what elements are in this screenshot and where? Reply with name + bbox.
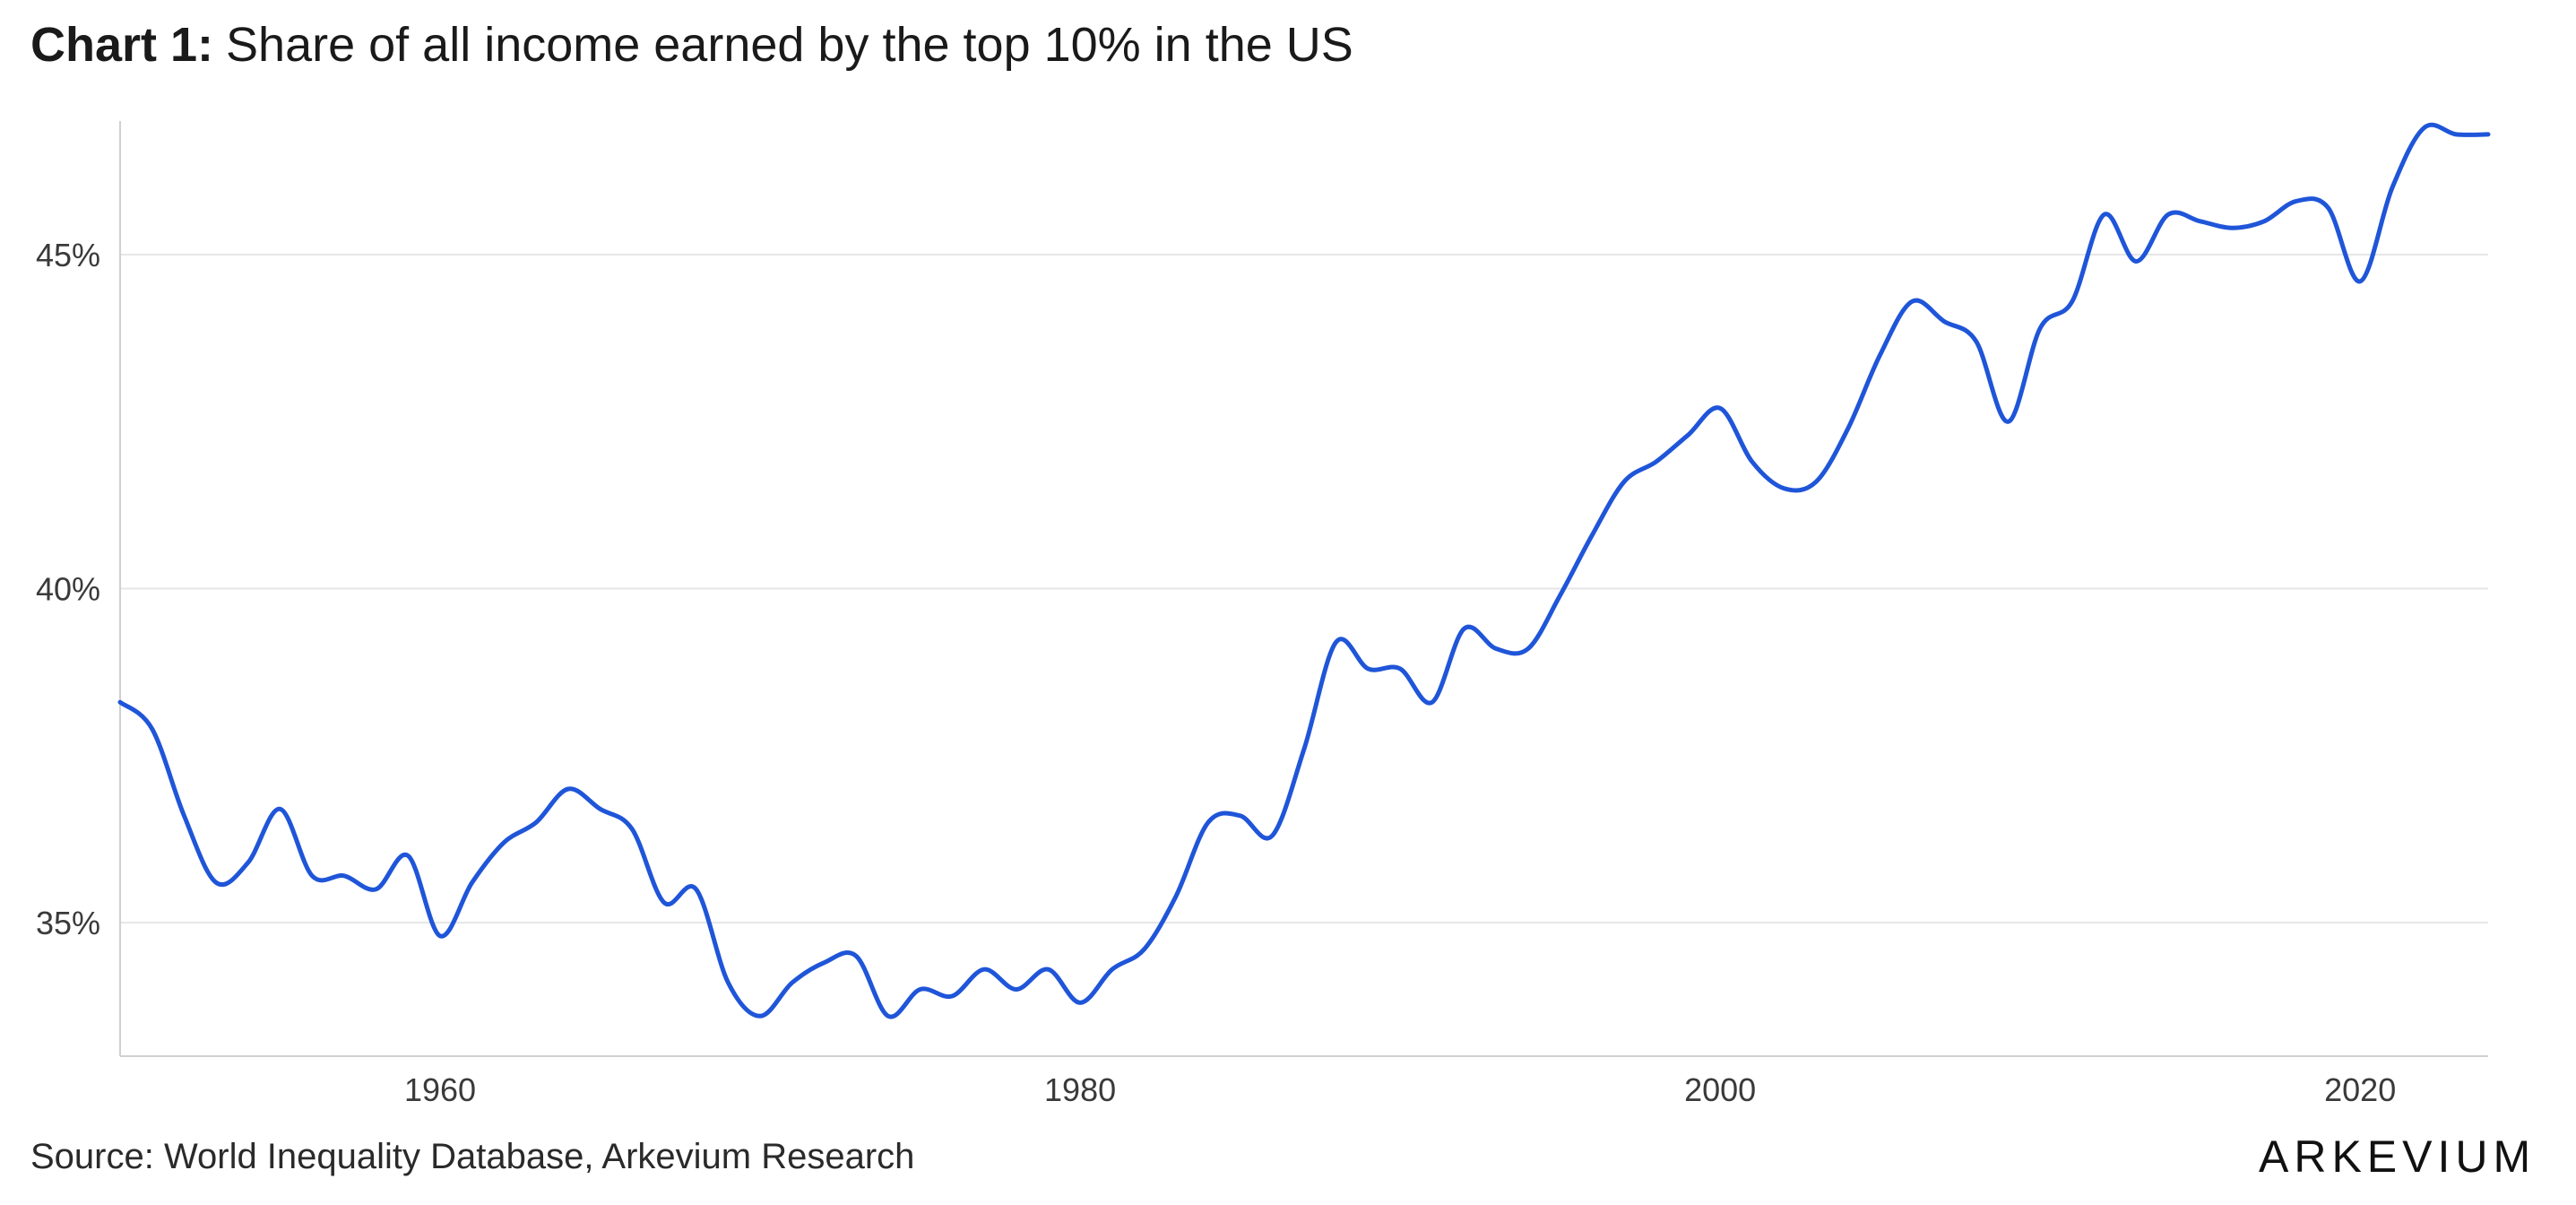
chart-title: Chart 1: Share of all income earned by th… <box>30 13 1353 77</box>
x-tick-label: 2020 <box>2324 1071 2396 1108</box>
x-tick-label: 2000 <box>1684 1071 1756 1108</box>
series-line-0 <box>117 122 2491 1019</box>
chart-title-prefix: Chart 1: <box>30 18 214 72</box>
chart-title-text: Share of all income earned by the top 10… <box>226 18 1353 72</box>
x-tick-label: 1980 <box>1044 1071 1116 1108</box>
brand-logo: ARKEVIUM <box>2259 1131 2537 1182</box>
y-tick-label: 40% <box>36 571 100 608</box>
y-tick-label: 45% <box>36 237 100 273</box>
x-tick-label: 1960 <box>404 1071 476 1108</box>
y-tick-label: 35% <box>36 905 100 941</box>
source-note: Source: World Inequality Database, Arkev… <box>30 1137 915 1176</box>
